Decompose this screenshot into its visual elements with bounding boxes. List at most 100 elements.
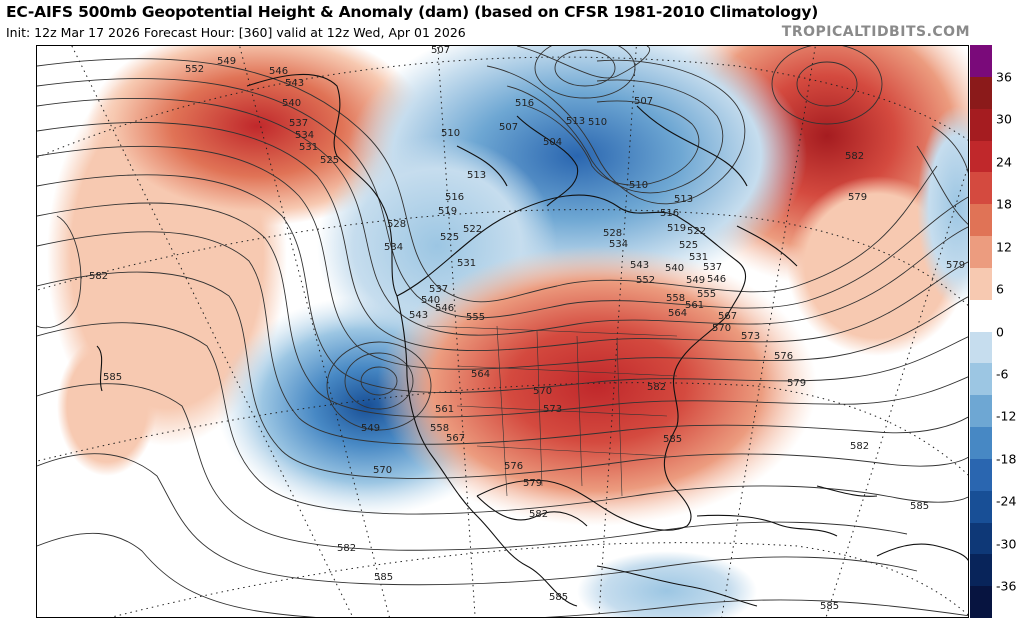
svg-text:510: 510 bbox=[629, 180, 648, 191]
svg-text:582: 582 bbox=[89, 271, 108, 282]
svg-text:528: 528 bbox=[603, 228, 622, 239]
svg-text:582: 582 bbox=[647, 382, 666, 393]
colorbar-label: 18 bbox=[996, 196, 1012, 212]
colorbar-label: -18 bbox=[996, 451, 1017, 467]
colorbar-label: 12 bbox=[996, 239, 1012, 255]
svg-text:558: 558 bbox=[666, 293, 685, 304]
svg-text:531: 531 bbox=[299, 142, 318, 153]
svg-text:582: 582 bbox=[529, 509, 548, 520]
colorbar-segment bbox=[970, 76, 992, 110]
svg-text:543: 543 bbox=[630, 260, 649, 271]
colorbar-segment bbox=[970, 395, 992, 428]
colorbar-label: 6 bbox=[996, 281, 1004, 297]
svg-text:513: 513 bbox=[566, 116, 585, 127]
site-credit[interactable]: TROPICALTIDBITS.COM bbox=[781, 24, 970, 40]
svg-text:555: 555 bbox=[697, 289, 716, 300]
svg-text:585: 585 bbox=[374, 572, 393, 583]
svg-text:540: 540 bbox=[421, 295, 440, 306]
svg-text:507: 507 bbox=[634, 96, 653, 107]
svg-text:513: 513 bbox=[467, 170, 486, 181]
svg-text:579: 579 bbox=[946, 260, 965, 271]
svg-text:525: 525 bbox=[679, 240, 698, 251]
svg-text:516: 516 bbox=[445, 192, 464, 203]
svg-text:522: 522 bbox=[463, 224, 482, 235]
svg-text:546: 546 bbox=[707, 274, 726, 285]
svg-text:561: 561 bbox=[435, 404, 454, 415]
svg-text:510: 510 bbox=[441, 128, 460, 139]
lat-lon-grid bbox=[37, 46, 968, 617]
svg-text:585: 585 bbox=[103, 372, 122, 383]
svg-text:528: 528 bbox=[387, 219, 406, 230]
colorbar-segment bbox=[970, 427, 992, 460]
svg-text:543: 543 bbox=[409, 310, 428, 321]
colorbar-label: 24 bbox=[996, 154, 1012, 170]
colorbar-segment bbox=[970, 490, 992, 523]
svg-text:507: 507 bbox=[431, 46, 450, 56]
svg-text:519: 519 bbox=[438, 206, 457, 217]
svg-text:564: 564 bbox=[668, 308, 687, 319]
svg-text:516: 516 bbox=[515, 98, 534, 109]
colorbar-segment bbox=[970, 236, 992, 269]
svg-text:579: 579 bbox=[523, 478, 542, 489]
svg-text:576: 576 bbox=[774, 351, 793, 362]
svg-text:516: 516 bbox=[660, 208, 679, 219]
svg-text:513: 513 bbox=[674, 194, 693, 205]
svg-text:546: 546 bbox=[435, 303, 454, 314]
height-contours bbox=[37, 46, 968, 617]
svg-text:582: 582 bbox=[845, 151, 864, 162]
svg-text:522: 522 bbox=[687, 226, 706, 237]
svg-text:507: 507 bbox=[499, 122, 518, 133]
svg-text:549: 549 bbox=[361, 423, 380, 434]
colorbar-segment bbox=[970, 458, 992, 492]
colorbar-segment bbox=[970, 140, 992, 173]
svg-text:567: 567 bbox=[718, 311, 737, 322]
colorbar-segment bbox=[970, 586, 992, 619]
colorbar-label: -24 bbox=[996, 493, 1017, 509]
svg-text:558: 558 bbox=[430, 423, 449, 434]
svg-text:537: 537 bbox=[289, 118, 308, 129]
svg-text:546: 546 bbox=[269, 66, 288, 77]
svg-text:534: 534 bbox=[295, 130, 314, 141]
svg-text:570: 570 bbox=[533, 386, 552, 397]
colorbar-segment bbox=[970, 45, 992, 78]
svg-text:567: 567 bbox=[446, 433, 465, 444]
svg-text:540: 540 bbox=[282, 98, 301, 109]
colorbar-label: 0 bbox=[996, 324, 1004, 339]
svg-text:555: 555 bbox=[466, 312, 485, 323]
svg-text:549: 549 bbox=[217, 56, 236, 67]
colorbar-label: -30 bbox=[996, 536, 1017, 552]
svg-text:585: 585 bbox=[663, 434, 682, 445]
colorbar-segment bbox=[970, 299, 992, 332]
svg-text:579: 579 bbox=[787, 378, 806, 389]
svg-text:552: 552 bbox=[185, 64, 204, 75]
coastlines bbox=[96, 73, 968, 607]
svg-text:585: 585 bbox=[820, 601, 839, 612]
svg-text:549: 549 bbox=[686, 275, 705, 286]
svg-text:531: 531 bbox=[457, 258, 476, 269]
svg-text:561: 561 bbox=[685, 300, 704, 311]
svg-text:537: 537 bbox=[429, 284, 448, 295]
colorbar-segment bbox=[970, 172, 992, 205]
svg-text:573: 573 bbox=[741, 331, 760, 342]
map-title: EC-AIFS 500mb Geopotential Height & Anom… bbox=[6, 3, 819, 21]
colorbar-label: -12 bbox=[996, 408, 1017, 424]
svg-text:573: 573 bbox=[543, 404, 562, 415]
anomaly-shading bbox=[47, 46, 968, 617]
svg-text:543: 543 bbox=[285, 78, 304, 89]
svg-text:552: 552 bbox=[636, 275, 655, 286]
svg-text:534: 534 bbox=[384, 242, 403, 253]
svg-text:576: 576 bbox=[504, 461, 523, 472]
colorbar-segment bbox=[970, 554, 992, 587]
svg-text:504: 504 bbox=[543, 137, 562, 148]
svg-text:540: 540 bbox=[665, 263, 684, 274]
svg-text:525: 525 bbox=[320, 155, 339, 166]
anomaly-map: 552 549 546 543 540 537 534 531 525 528 … bbox=[36, 45, 969, 618]
colorbar-label: -6 bbox=[996, 366, 1009, 382]
state-borders bbox=[426, 325, 678, 497]
svg-text:564: 564 bbox=[471, 369, 490, 380]
anomaly-colorbar bbox=[970, 45, 992, 619]
colorbar-segment bbox=[970, 267, 992, 301]
colorbar-segment bbox=[970, 363, 992, 396]
svg-text:531: 531 bbox=[689, 252, 708, 263]
svg-text:537: 537 bbox=[703, 262, 722, 273]
